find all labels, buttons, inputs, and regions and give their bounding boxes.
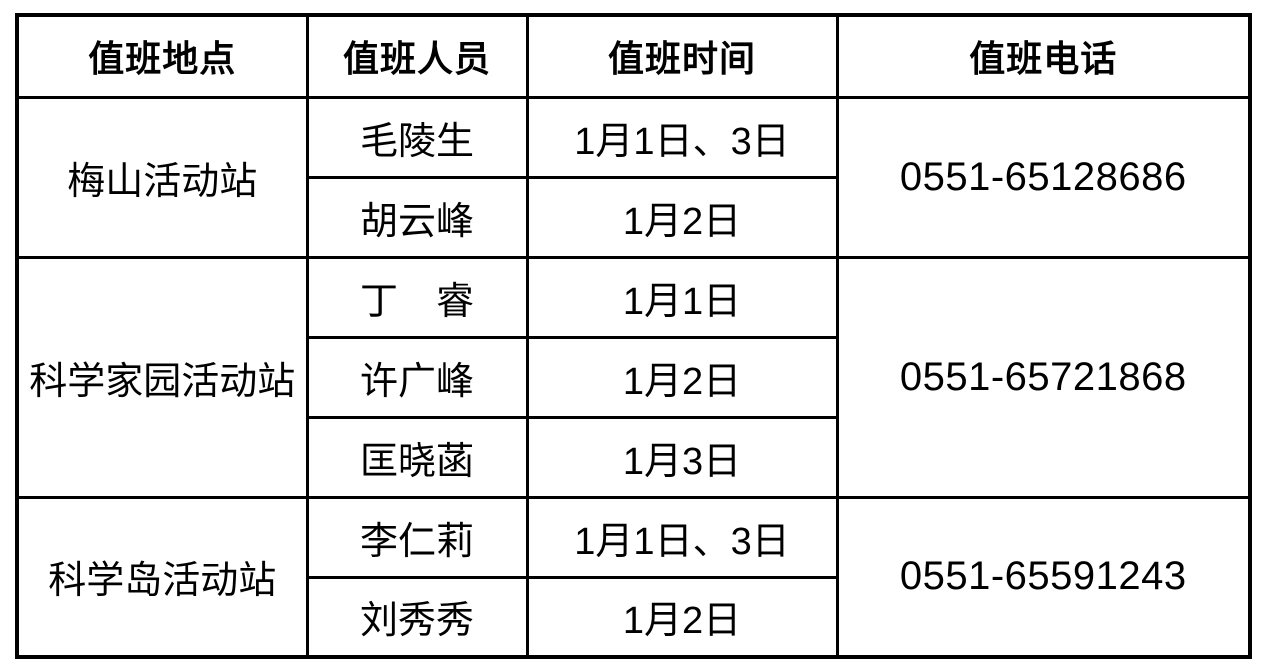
header-duty-location: 值班地点 [15, 13, 309, 99]
staff-name-cell: 毛陵生 [305, 95, 529, 179]
duty-schedule-table: 值班地点 值班人员 值班时间 值班电话 梅山活动站 毛陵生 1月1日、3日 05… [15, 13, 1252, 659]
duty-time-cell: 1月2日 [525, 575, 839, 659]
table-row: 胡云峰 1月2日 [17, 175, 1250, 259]
phone-cell: 0551-65128686 [835, 95, 1252, 259]
table-row: 科学岛活动站 李仁莉 1月1日、3日 0551-65591243 [15, 495, 1252, 659]
duty-time-cell: 1月1日、3日 [525, 495, 839, 579]
phone-cell: 0551-65591243 [835, 495, 1252, 659]
staff-name-cell: 丁 睿 [305, 255, 529, 339]
duty-time-cell: 1月1日、3日 [525, 95, 839, 179]
location-cell: 梅山活动站 [15, 95, 309, 259]
header-duty-phone: 值班电话 [835, 13, 1252, 99]
staff-name-cell: 胡云峰 [305, 175, 529, 259]
header-duty-time: 值班时间 [525, 13, 839, 99]
duty-time-cell: 1月2日 [525, 335, 839, 419]
duty-time-cell: 1月2日 [525, 175, 839, 259]
staff-name-cell: 李仁莉 [305, 495, 529, 579]
table-row: 匡晓菡 1月3日 [17, 415, 1250, 499]
table-header-row: 值班地点 值班人员 值班时间 值班电话 [15, 13, 1252, 99]
location-cell: 科学岛活动站 [15, 495, 309, 659]
table-row: 刘秀秀 1月2日 [17, 575, 1250, 659]
phone-cell: 0551-65721868 [835, 255, 1252, 499]
location-cell: 科学家园活动站 [15, 255, 309, 499]
duty-time-cell: 1月3日 [525, 415, 839, 499]
staff-name-cell: 刘秀秀 [305, 575, 529, 659]
staff-name-cell: 匡晓菡 [305, 415, 529, 499]
duty-time-cell: 1月1日 [525, 255, 839, 339]
staff-name-cell: 许广峰 [305, 335, 529, 419]
table-row: 科学家园活动站 丁 睿 1月1日 0551-65721868 [15, 255, 1252, 499]
table-row: 梅山活动站 毛陵生 1月1日、3日 0551-65128686 [15, 95, 1252, 259]
header-duty-personnel: 值班人员 [305, 13, 529, 99]
table-row: 许广峰 1月2日 [17, 335, 1250, 419]
